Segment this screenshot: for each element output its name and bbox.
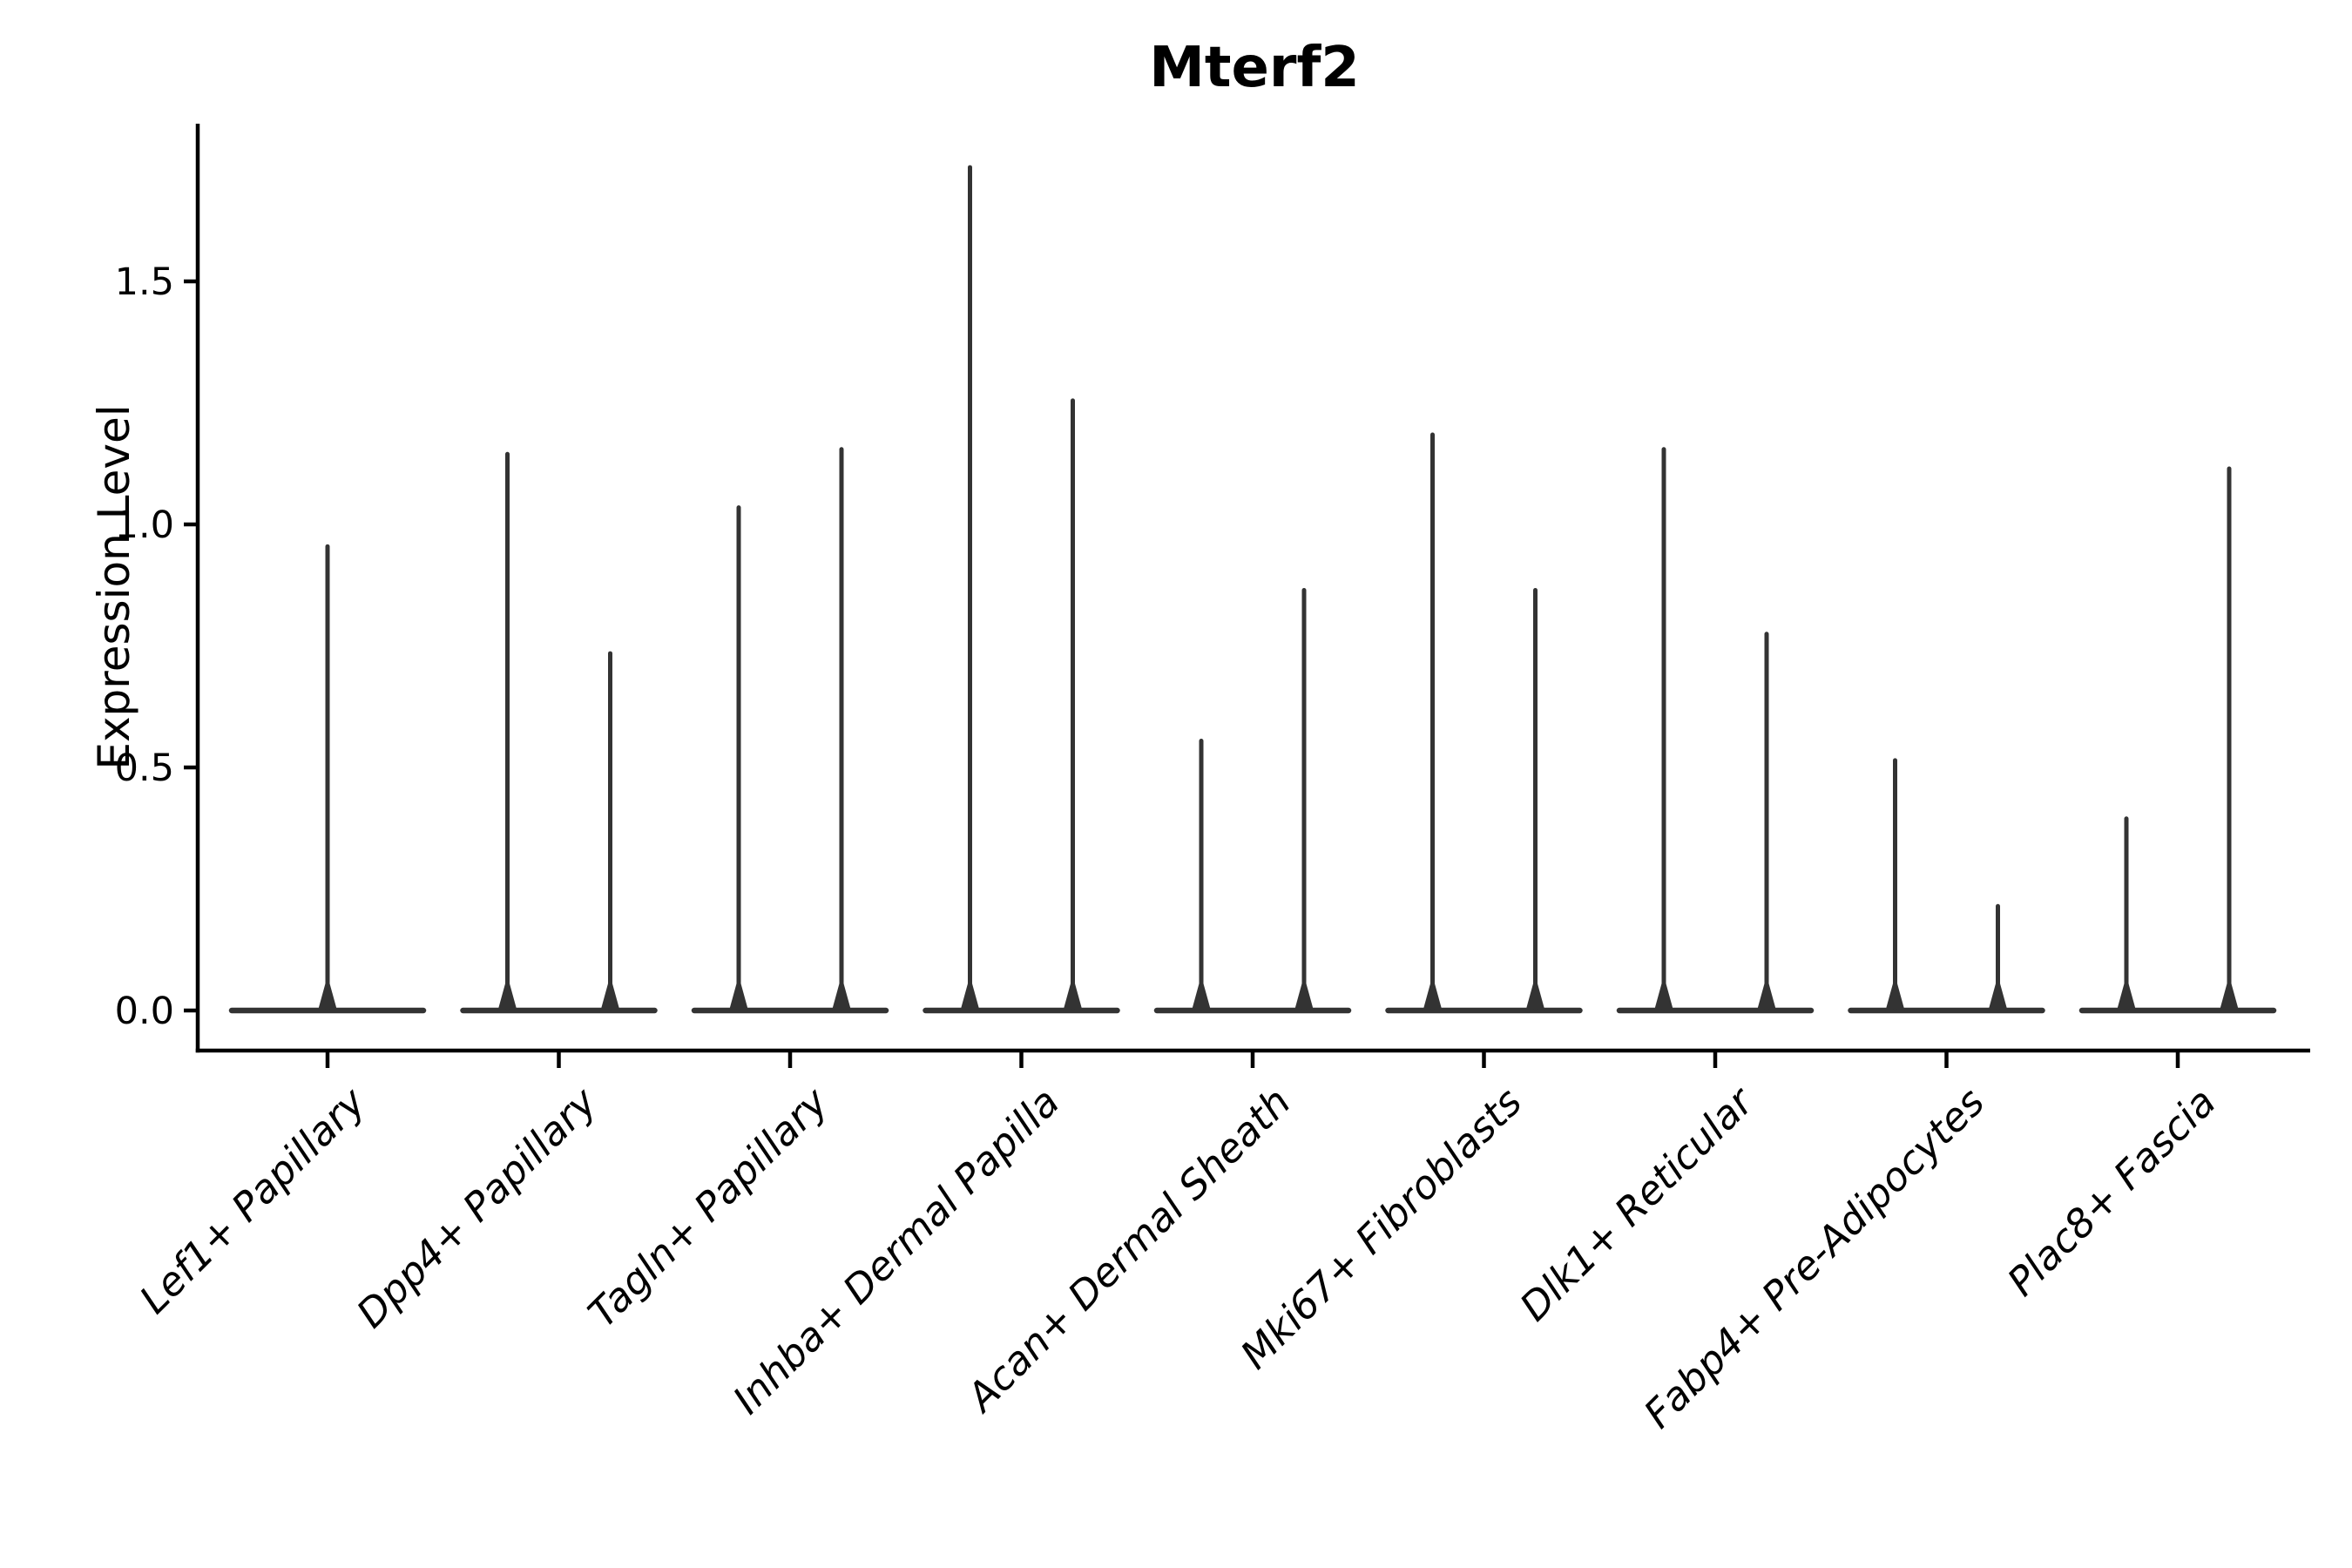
x-tick-label: Lef1+ Papillary bbox=[131, 1078, 375, 1322]
x-tick-label: Dlk1+ Reticular bbox=[1511, 1078, 1763, 1330]
y-tick-label: 0.5 bbox=[115, 747, 174, 790]
x-tick-label: Plac8+ Fascia bbox=[1998, 1078, 2225, 1305]
axes-layer bbox=[184, 124, 2310, 1068]
x-tick-label: Tagln+ Papillary bbox=[579, 1078, 838, 1336]
chart-title: Mterf2 bbox=[1149, 36, 1360, 100]
y-tick-label: 1.0 bbox=[115, 504, 174, 547]
y-axis-label: Expression Level bbox=[89, 404, 139, 769]
y-tick-label: 0.0 bbox=[115, 990, 174, 1033]
x-tick-label: Dpp4+ Papillary bbox=[348, 1078, 606, 1336]
violins-layer bbox=[228, 165, 2277, 1014]
y-tick-label: 1.5 bbox=[115, 260, 174, 304]
